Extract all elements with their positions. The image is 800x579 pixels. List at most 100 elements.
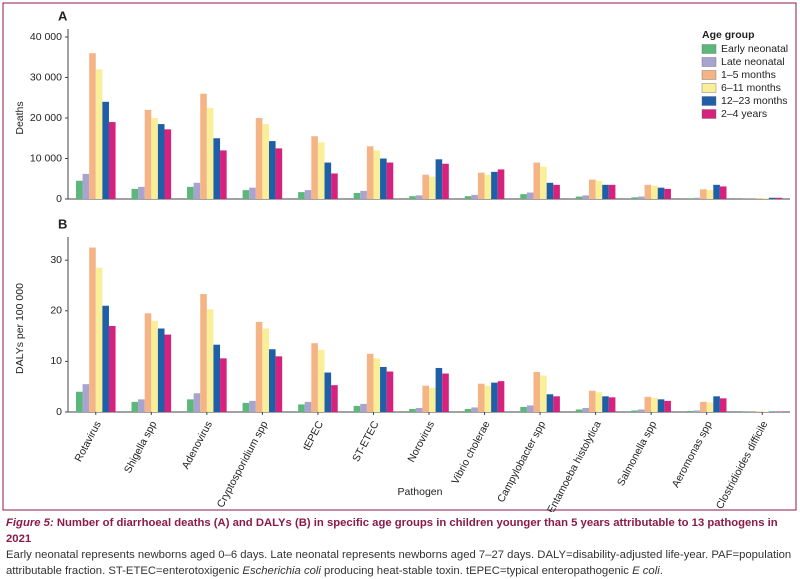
y-tick-label: 10 [50,355,62,367]
bar [491,383,498,412]
bar [553,185,560,199]
bar [651,186,658,199]
bar [132,402,139,412]
bar [380,367,387,412]
legend-label: Late neonatal [721,56,785,68]
bar [213,138,220,199]
bar [547,183,554,199]
bar [651,398,658,412]
bar [693,198,700,199]
bar [325,163,332,199]
bar [298,404,305,412]
bar [687,198,694,199]
bar [416,408,423,412]
bar [89,248,96,412]
bar [429,388,436,412]
caption-label: Figure 5: Number of diarrhoeal deaths (A… [6,517,778,545]
bar [262,124,269,199]
bar [318,350,325,412]
y-tick-label: 0 [56,406,62,418]
bar [132,189,139,199]
bar [243,403,250,412]
panel-label: B [58,216,67,231]
bar [756,411,763,412]
bar [589,391,596,412]
bar [354,406,361,412]
x-tick-label: Salmonella spp [615,419,659,488]
bar [720,398,727,412]
bar [96,69,103,199]
bar [713,396,720,412]
bar [102,306,109,412]
bar [576,409,583,412]
bar [596,392,603,412]
bar [638,197,645,199]
bar [602,396,609,412]
bar [360,191,367,199]
bar [373,150,380,199]
bar [527,193,534,199]
bar [436,159,443,199]
y-tick-label: 20 000 [30,112,62,124]
bar [213,345,220,412]
x-tick-label: Vibrio cholerae [449,419,492,486]
bar [533,163,540,199]
bar [331,173,338,199]
bar [707,402,714,412]
bar [520,407,527,412]
bar [305,402,312,412]
bar [465,409,472,412]
bar [700,402,707,412]
bar [109,122,116,199]
bar [471,195,478,199]
bar [387,372,394,412]
y-tick-label: 20 [50,305,62,317]
bar [485,386,492,412]
bar [775,411,782,412]
bar [207,108,214,199]
bar [83,384,90,412]
y-axis-label: DALYs per 100 000 [14,283,26,374]
legend-label: 12–23 months [721,95,788,107]
bar [436,368,443,412]
bar [664,401,671,412]
bar [553,396,560,412]
frame [3,3,796,510]
bar [720,186,727,199]
bar [422,175,429,199]
bar [262,329,269,413]
bar [769,411,776,412]
bar [582,195,589,199]
bar [138,399,145,412]
legend-title: Age group [702,29,755,41]
bar [609,185,616,199]
bar [109,326,116,412]
x-tick-label: Aeromonas spp [670,419,715,490]
legend-swatch [702,84,716,93]
bar [645,185,652,199]
bar [311,136,318,199]
legend-label: 6–11 months [721,82,781,94]
caption-text: E coli [632,565,660,577]
y-tick-label: 30 [50,254,62,266]
x-tick-label: Campylobacter spp [495,419,548,505]
bar [200,294,207,412]
bar [249,401,256,412]
x-tick-label: ST-ETEC [350,419,382,464]
legend-swatch [702,71,716,80]
bar [243,190,250,199]
bar [658,188,665,199]
caption-text: Escherichia coli [242,565,320,577]
x-tick-label: Adenovirus [180,419,215,471]
bar [367,146,374,199]
bar [325,373,332,412]
bar [145,313,152,412]
legend-label: 1–5 months [721,69,776,81]
bar [498,381,505,412]
caption-text: producing heat-stable toxin. tEPEC=typic… [321,565,632,577]
bar [276,148,283,199]
bar [151,118,158,199]
bar [249,188,256,199]
bar [478,384,485,412]
caption: Figure 5: Number of diarrhoeal deaths (A… [6,515,794,579]
